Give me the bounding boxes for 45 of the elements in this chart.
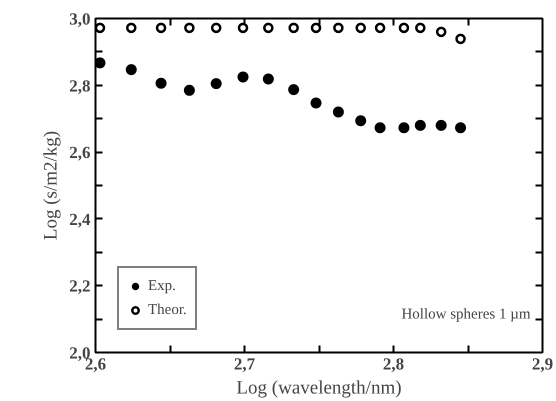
point xyxy=(355,22,366,34)
point xyxy=(333,22,344,34)
annotation: Hollow spheres 1 µm xyxy=(401,306,531,322)
point xyxy=(288,84,300,96)
point xyxy=(355,115,366,126)
point xyxy=(414,120,426,131)
x-tick-label: 2,9 xyxy=(532,354,554,374)
point xyxy=(436,26,446,38)
point xyxy=(436,120,447,131)
point xyxy=(398,22,410,34)
y-tick-label: 2,6 xyxy=(69,143,90,162)
point xyxy=(398,122,410,134)
x-axis-title: Log (wavelength/nm) xyxy=(236,378,402,398)
x-tick-label: 2,8 xyxy=(382,354,404,374)
point xyxy=(263,22,274,34)
point xyxy=(374,22,386,34)
point xyxy=(455,122,466,134)
point xyxy=(184,84,195,96)
point xyxy=(126,64,137,76)
y-tick-label: 2,2 xyxy=(69,276,90,296)
point xyxy=(126,22,137,34)
point xyxy=(288,22,299,34)
legend-label: Theor. xyxy=(148,302,187,318)
point xyxy=(238,71,249,82)
point xyxy=(238,22,248,34)
point xyxy=(455,34,466,44)
point xyxy=(156,22,166,34)
point xyxy=(415,22,426,34)
point xyxy=(156,78,167,89)
point xyxy=(374,122,386,134)
x-tick-label: 2,7 xyxy=(234,354,256,374)
y-axis-title: Log (s/m2/kg) xyxy=(40,130,62,240)
point xyxy=(210,22,222,34)
point xyxy=(310,22,322,34)
y-tick-label: 2,4 xyxy=(69,210,91,229)
y-tick-label: 2,8 xyxy=(69,76,90,96)
point xyxy=(96,57,106,68)
legend-label: Exp. xyxy=(148,278,176,294)
point xyxy=(210,78,222,90)
point xyxy=(96,22,106,34)
point xyxy=(310,98,322,108)
point xyxy=(184,22,195,34)
point xyxy=(332,106,344,118)
y-tick-label: 3,0 xyxy=(69,10,90,28)
point xyxy=(262,73,274,84)
